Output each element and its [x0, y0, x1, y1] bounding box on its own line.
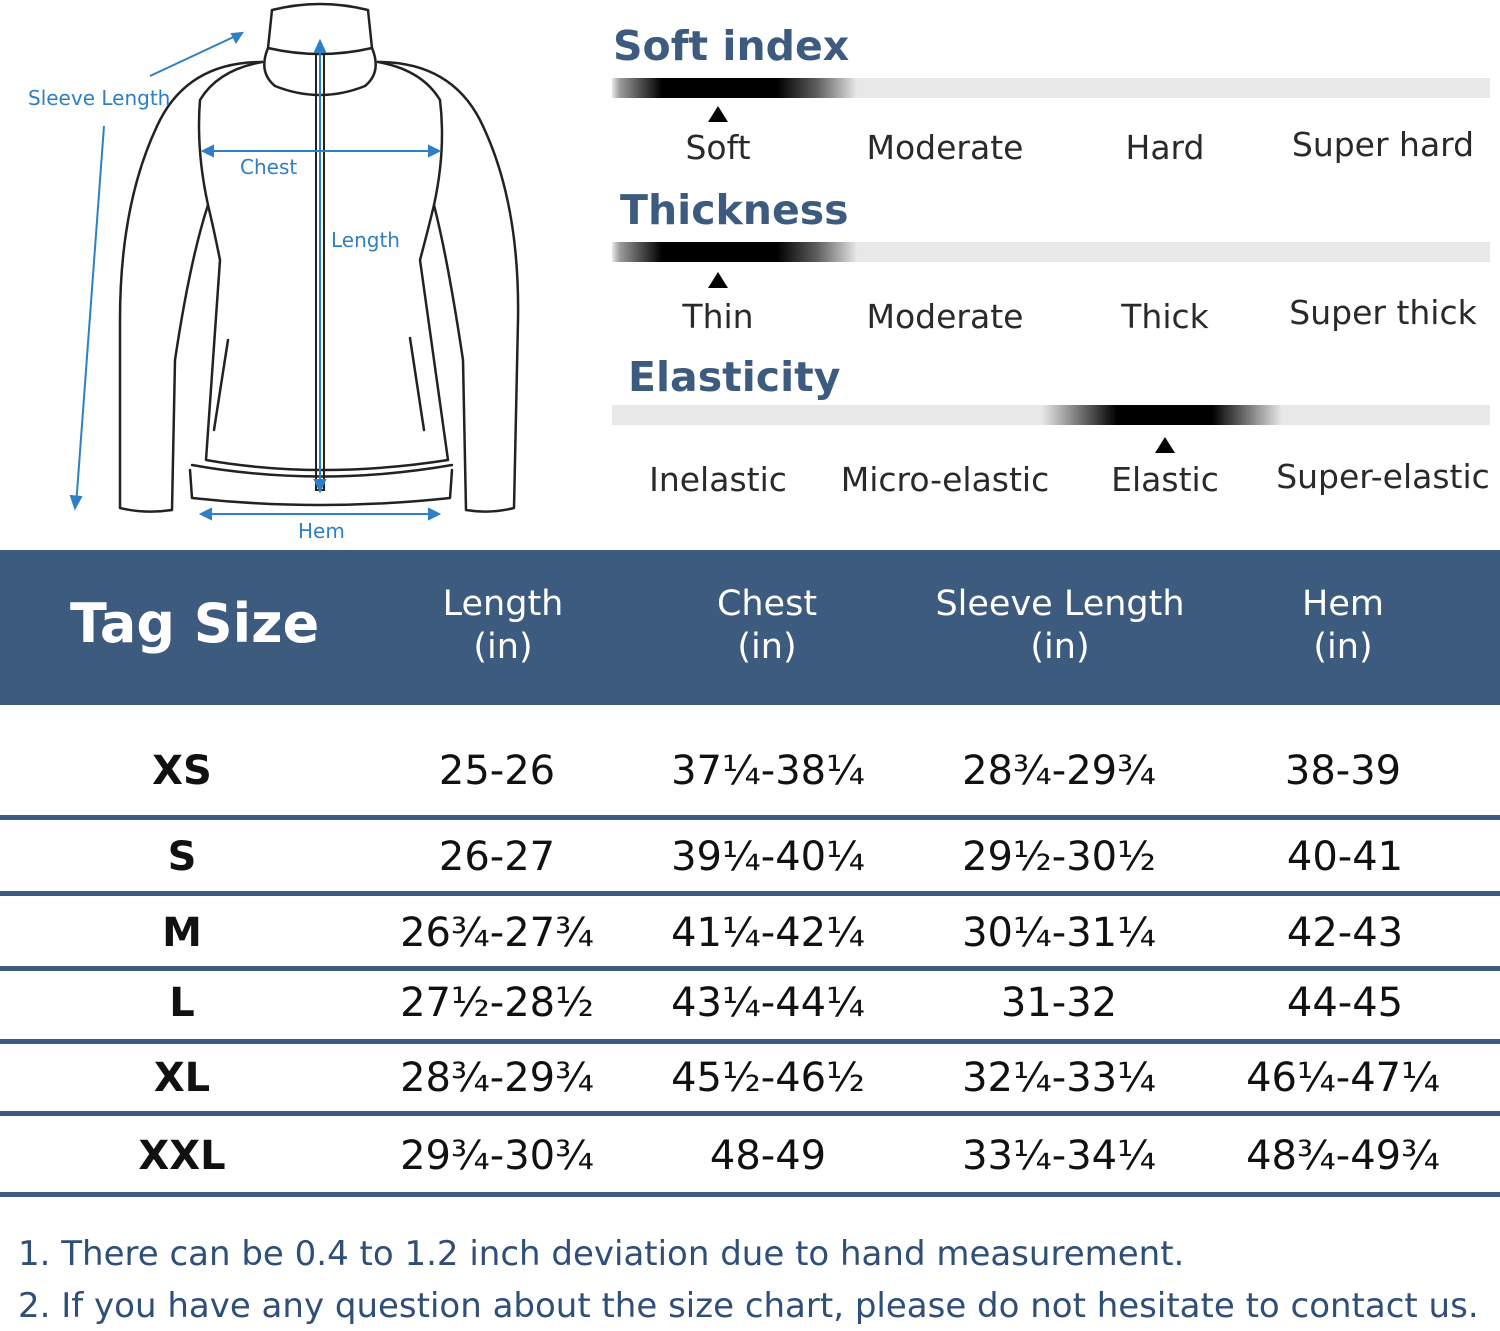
length-cell: 27½-28½	[400, 980, 594, 1026]
row-divider	[0, 815, 1500, 820]
soft-index-bar	[612, 78, 1490, 98]
chest-cell: 45½-46½	[671, 1055, 865, 1101]
size-cell: L	[169, 980, 195, 1026]
chest-cell: 39¼-40¼	[671, 834, 865, 880]
elasticity-title: Elasticity	[628, 353, 841, 401]
sleeve-length-cell: 29½-30½	[962, 834, 1156, 880]
thickness-option: Thick	[1121, 297, 1209, 336]
size-cell: XS	[152, 748, 212, 794]
soft-index-option: Super hard	[1291, 125, 1475, 164]
row-divider	[0, 1039, 1500, 1044]
size-cell: S	[167, 834, 197, 880]
note-line: 2. If you have any question about the si…	[18, 1286, 1479, 1326]
soft-index-marker-icon	[708, 106, 728, 122]
soft-index-option: Soft	[685, 128, 751, 167]
note-line: 1. There can be 0.4 to 1.2 inch deviatio…	[18, 1234, 1185, 1274]
column-name: Length	[442, 584, 564, 624]
thickness-option: Super thick	[1289, 293, 1477, 332]
soft-index-option: Hard	[1125, 128, 1205, 167]
elasticity-marker-icon	[1155, 437, 1175, 453]
thickness-option: Moderate	[866, 297, 1024, 336]
chest-cell: 37¼-38¼	[671, 748, 865, 794]
chest-cell: 48-49	[709, 1133, 827, 1179]
chest-cell: 43¼-44¼	[671, 980, 865, 1026]
elasticity-bar	[612, 405, 1490, 425]
hem-column-header: Hem (in)	[1302, 583, 1384, 669]
column-name: Hem	[1302, 584, 1384, 624]
row-divider	[0, 1111, 1500, 1116]
length-label: Length	[331, 228, 400, 252]
sleeve-length-label: Sleeve Length	[28, 86, 171, 110]
elasticity-option: Elastic	[1111, 460, 1219, 499]
column-name: Chest	[716, 584, 818, 624]
chest-column-header: Chest (in)	[717, 583, 817, 669]
length-cell: 28¾-29¾	[400, 1055, 594, 1101]
column-name: Sleeve Length	[935, 584, 1185, 624]
elasticity-option: Inelastic	[649, 460, 787, 499]
chest-cell: 41¼-42¼	[671, 910, 865, 956]
hem-cell: 46¼-47¼	[1246, 1055, 1440, 1101]
size-cell: XXL	[138, 1133, 226, 1179]
sleeve-length-cell: 28¾-29¾	[962, 748, 1156, 794]
hem-cell: 40-41	[1286, 834, 1404, 880]
tag-size-header: Tag Size	[70, 592, 320, 655]
row-divider	[0, 966, 1500, 971]
soft-index-option: Moderate	[866, 128, 1024, 167]
sleeve-length-cell: 30¼-31¼	[962, 910, 1156, 956]
hem-label: Hem	[298, 519, 345, 543]
column-unit: (in)	[1313, 627, 1373, 667]
row-divider	[0, 1192, 1500, 1197]
length-cell: 26¾-27¾	[400, 910, 594, 956]
sleeve-length-cell: 33¼-34¼	[962, 1133, 1156, 1179]
chest-label: Chest	[240, 155, 298, 179]
length-cell: 29¾-30¾	[400, 1133, 594, 1179]
hem-cell: 38-39	[1284, 748, 1402, 794]
sleeve-length-column-header: Sleeve Length (in)	[935, 583, 1184, 669]
thickness-option: Thin	[682, 297, 754, 336]
column-unit: (in)	[473, 627, 533, 667]
sleeve-length-cell: 32¼-33¼	[962, 1055, 1156, 1101]
soft-index-title: Soft index	[613, 22, 850, 70]
length-cell: 25-26	[438, 748, 556, 794]
length-column-header: Length (in)	[443, 583, 564, 669]
column-unit: (in)	[737, 627, 797, 667]
hem-cell: 42-43	[1286, 910, 1404, 956]
thickness-marker-icon	[708, 272, 728, 288]
thickness-bar	[612, 242, 1490, 262]
elasticity-option: Super-elastic	[1276, 457, 1490, 496]
hem-cell: 44-45	[1286, 980, 1404, 1026]
jacket-diagram: Sleeve Length Chest Length Hem	[0, 0, 560, 550]
column-unit: (in)	[1030, 627, 1090, 667]
size-cell: M	[162, 910, 202, 956]
length-cell: 26-27	[438, 834, 556, 880]
size-cell: XL	[153, 1055, 211, 1101]
jacket-outline	[69, 2, 520, 521]
size-table-header: Tag Size Length (in) Chest (in) Sleeve L…	[0, 550, 1500, 705]
sleeve-length-cell: 31-32	[1000, 980, 1118, 1026]
elasticity-option: Micro-elastic	[840, 460, 1050, 499]
row-divider	[0, 891, 1500, 896]
hem-cell: 48¾-49¾	[1246, 1133, 1440, 1179]
thickness-title: Thickness	[620, 186, 849, 234]
